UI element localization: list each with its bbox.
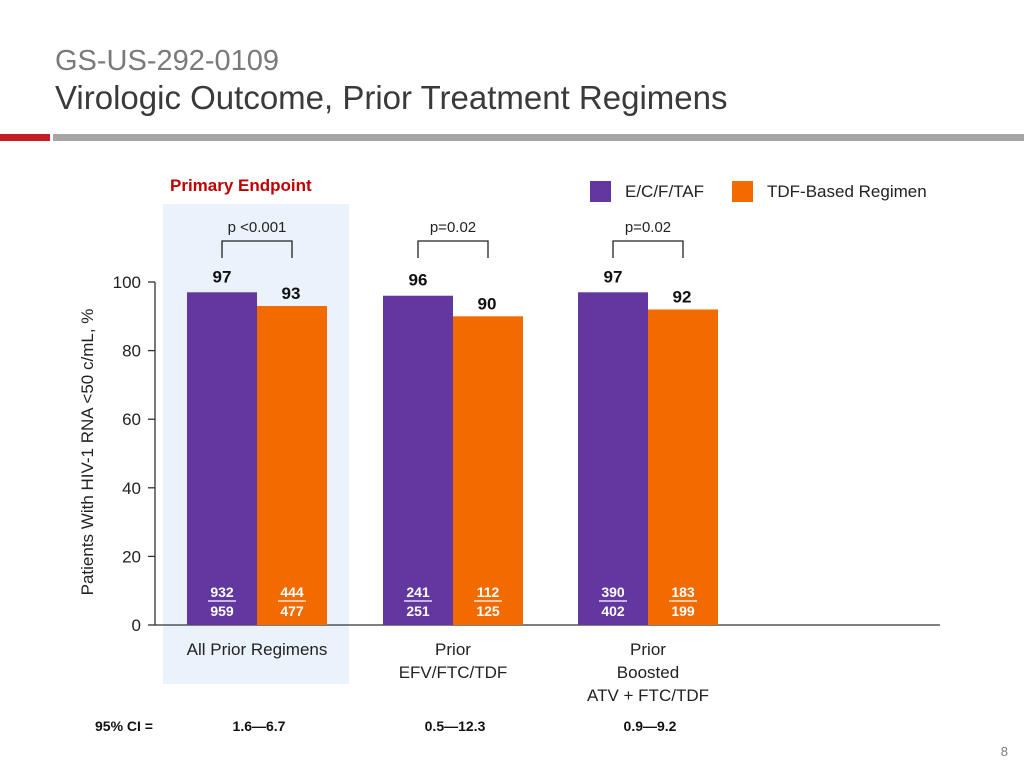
bar-fraction-numerator: 932 (210, 584, 234, 600)
page-number: 8 (1000, 744, 1008, 759)
p-value-bracket (221, 240, 293, 258)
bar (383, 295, 453, 625)
bar (648, 309, 718, 625)
bar-fraction-numerator: 390 (601, 584, 625, 600)
x-category-label: All Prior Regimens (187, 640, 328, 659)
x-category-label: Boosted (617, 663, 679, 682)
p-value-label: p=0.02 (430, 219, 476, 236)
ci-value: 0.5—12.3 (425, 718, 486, 734)
x-category-label: ATV + FTC/TDF (587, 686, 709, 705)
bar-value-label: 93 (282, 284, 301, 303)
y-tick-label: 80 (122, 342, 141, 361)
title-block: GS-US-292-0109 Virologic Outcome, Prior … (55, 44, 728, 118)
p-value-bracket (612, 240, 684, 258)
bar-fraction-numerator: 241 (406, 584, 430, 600)
bar-fraction-denominator: 402 (601, 603, 625, 619)
bar-value-label: 97 (604, 267, 623, 286)
bar-value-label: 96 (409, 271, 428, 290)
bar-fraction-denominator: 251 (406, 603, 430, 619)
y-tick-label: 100 (113, 273, 141, 292)
x-category-label: Prior (435, 640, 471, 659)
bar-fraction-denominator: 199 (671, 603, 695, 619)
bar (453, 316, 523, 625)
legend-swatch-ecftaf (590, 181, 611, 202)
y-tick-label: 40 (122, 479, 141, 498)
legend-swatch-tdf (732, 181, 753, 202)
page-title: Virologic Outcome, Prior Treatment Regim… (55, 79, 728, 116)
ci-label: 95% CI = (95, 718, 153, 734)
x-category-label: Prior (630, 640, 666, 659)
p-value-bracket (417, 240, 489, 258)
bar-value-label: 97 (213, 267, 232, 286)
bar-fraction-numerator: 112 (477, 584, 500, 600)
bar (578, 292, 648, 625)
ci-value: 1.6—6.7 (233, 718, 286, 734)
title-rule (53, 134, 1024, 141)
bar-fraction-denominator: 477 (280, 603, 304, 619)
study-id: GS-US-292-0109 (55, 45, 280, 77)
legend-item-ecftaf: E/C/F/TAF (590, 181, 704, 202)
bar (187, 292, 257, 625)
y-axis-title: Patients With HIV-1 RNA <50 c/mL, % (78, 309, 97, 596)
bar-value-label: 92 (673, 287, 692, 306)
ci-value: 0.9—9.2 (624, 718, 677, 734)
bar-fraction-denominator: 125 (476, 603, 500, 619)
y-tick-label: 60 (122, 410, 141, 429)
legend-label-tdf: TDF-Based Regimen (767, 181, 927, 201)
title-rule-accent (0, 134, 50, 141)
y-tick-label: 20 (122, 547, 141, 566)
bar-value-label: 90 (478, 294, 497, 313)
p-value-label: p <0.001 (228, 219, 287, 236)
bar-fraction-denominator: 959 (210, 603, 234, 619)
y-tick-label: 0 (132, 616, 141, 635)
bar-fraction-numerator: 183 (671, 584, 695, 600)
bar (257, 306, 327, 625)
primary-endpoint-label: Primary Endpoint (170, 176, 312, 195)
bar-fraction-numerator: 444 (280, 584, 304, 600)
legend-label-ecftaf: E/C/F/TAF (625, 181, 705, 201)
p-value-label: p=0.02 (625, 219, 671, 236)
x-category-label: EFV/FTC/TDF (399, 663, 508, 682)
legend-item-tdf: TDF-Based Regimen (732, 181, 927, 202)
